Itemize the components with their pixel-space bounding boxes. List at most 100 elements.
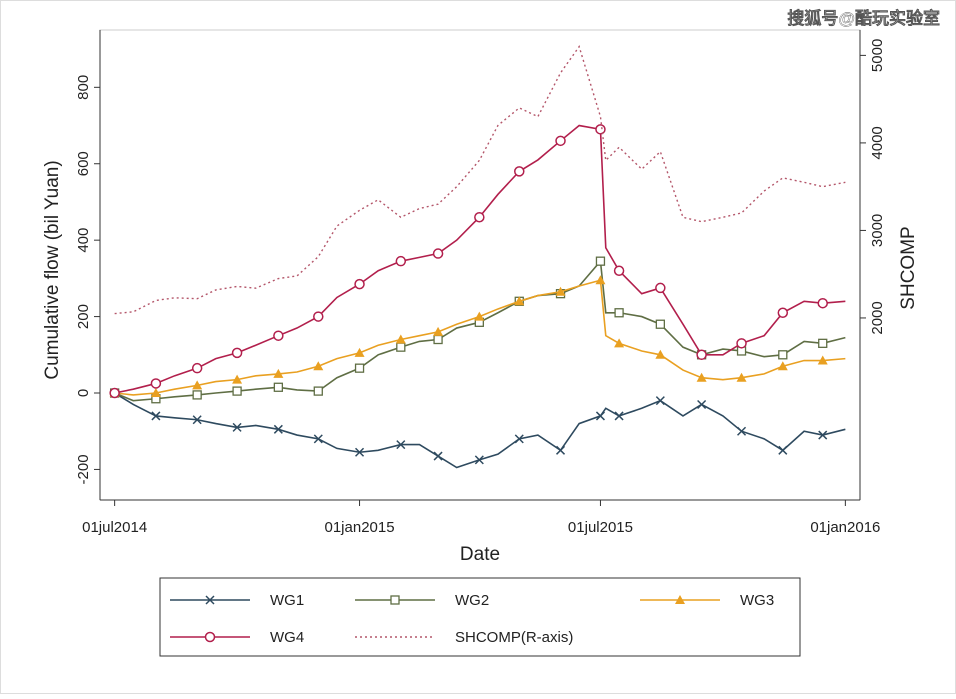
point: [777, 307, 789, 319]
point: [736, 372, 747, 382]
y-tick-label: 600: [75, 151, 92, 176]
point: [655, 396, 665, 406]
point: [354, 363, 365, 373]
y-axis-title: Cumulative flow (bil Yuan): [42, 160, 63, 379]
point: [151, 411, 161, 421]
point: [192, 380, 203, 390]
point: [433, 326, 444, 336]
legend-label: WG4: [270, 629, 304, 646]
legend: [159, 577, 801, 657]
legend-label: WG1: [270, 592, 304, 609]
point: [696, 372, 707, 382]
x-tick-label: 01jul2015: [568, 519, 633, 536]
point: [432, 248, 444, 259]
x-tick-label: 01jan2016: [810, 519, 880, 536]
point: [474, 455, 484, 465]
point: [655, 349, 666, 359]
point: [273, 424, 283, 434]
point: [655, 319, 666, 329]
point: [818, 430, 828, 440]
point: [191, 362, 203, 374]
point: [696, 349, 707, 361]
y-tick-label: 200: [75, 304, 92, 329]
plot-area: [99, 29, 861, 501]
point: [192, 390, 202, 400]
series-line: [114, 279, 846, 396]
point: [474, 311, 485, 321]
point: [818, 338, 828, 348]
point: [613, 265, 625, 276]
point: [313, 361, 324, 371]
y2-axis-title: SHCOMP: [898, 226, 919, 309]
point: [817, 355, 828, 365]
point: [655, 282, 666, 294]
point: [778, 350, 788, 360]
watermark: 搜狐号@酷玩实验室: [787, 8, 940, 28]
y-tick-label: -200: [75, 454, 92, 484]
series-line: [114, 45, 846, 315]
point: [273, 330, 284, 341]
point: [595, 256, 606, 266]
point: [555, 445, 566, 455]
point: [355, 447, 365, 457]
point: [150, 388, 161, 398]
point: [474, 211, 485, 223]
point: [273, 382, 284, 392]
legend-marker: [204, 631, 216, 643]
point: [313, 434, 323, 444]
point: [232, 386, 242, 396]
point: [777, 361, 788, 371]
point: [109, 387, 120, 399]
point: [396, 342, 406, 352]
point: [697, 399, 707, 410]
point: [614, 338, 625, 348]
point: [232, 422, 242, 432]
x-tick-label: 01jan2015: [325, 519, 395, 536]
legend-marker: [205, 595, 215, 605]
point: [555, 135, 566, 147]
legend-label: WG3: [740, 592, 774, 609]
point: [395, 255, 407, 267]
point: [595, 275, 606, 285]
legend-label: WG2: [455, 592, 489, 609]
y2-tick-label: 5000: [869, 39, 886, 72]
point: [555, 286, 566, 296]
point: [778, 445, 788, 455]
point: [273, 368, 284, 378]
point: [232, 374, 243, 384]
point: [395, 334, 406, 344]
point: [514, 434, 524, 444]
point: [514, 296, 525, 306]
legend-label: SHCOMP(R-axis): [455, 629, 573, 646]
point: [433, 451, 443, 461]
y2-tick-label: 4000: [869, 126, 886, 159]
y-tick-label: 400: [75, 228, 92, 253]
y2-tick-label: 2000: [869, 301, 886, 334]
point: [737, 426, 747, 436]
point: [595, 411, 605, 421]
point: [817, 297, 828, 309]
point: [514, 166, 525, 177]
x-tick-label: 01jul2014: [82, 519, 147, 536]
y-tick-label: 800: [75, 75, 92, 100]
series-line: [114, 392, 846, 469]
point: [313, 386, 323, 396]
point: [614, 411, 624, 421]
point: [150, 378, 162, 389]
legend-marker: [675, 595, 685, 604]
y2-tick-label: 3000: [869, 214, 886, 247]
point: [313, 311, 324, 322]
point: [231, 347, 243, 359]
point: [354, 278, 365, 290]
legend-marker: [390, 595, 400, 605]
point: [354, 347, 365, 357]
point: [595, 124, 606, 135]
point: [192, 415, 202, 425]
point: [614, 308, 624, 318]
point: [396, 440, 406, 450]
point: [433, 334, 443, 345]
point: [736, 338, 747, 349]
y-tick-label: 0: [75, 389, 92, 397]
x-axis-title: Date: [460, 544, 500, 565]
